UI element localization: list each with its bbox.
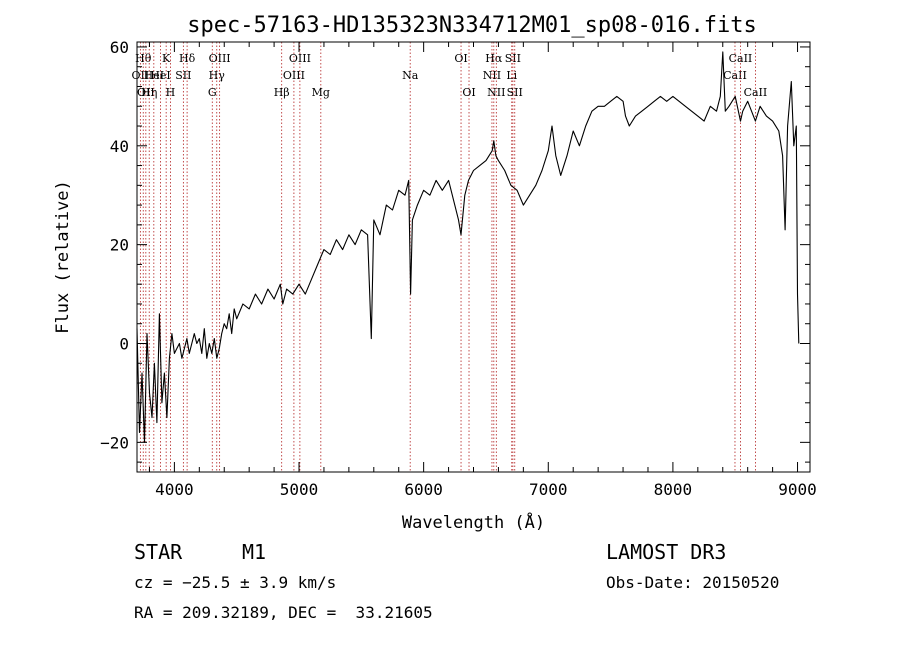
- survey-label: LAMOST DR3: [606, 540, 727, 564]
- line-marker-label: CaII: [723, 69, 747, 82]
- line-marker-label: OIII: [209, 52, 231, 65]
- line-marker-label: OII: [132, 69, 150, 82]
- subclass-label: M1: [242, 540, 267, 564]
- y-tick-label: 0: [119, 334, 129, 353]
- line-marker-label: SII: [175, 69, 191, 82]
- class-label: STAR: [134, 540, 183, 564]
- x-tick-label: 5000: [280, 480, 319, 499]
- y-tick-label: 60: [110, 38, 129, 57]
- line-marker-label: CaII: [744, 86, 768, 99]
- line-marker-label: OI: [454, 52, 467, 65]
- line-marker-label: K: [162, 52, 171, 65]
- line-marker-label: H: [166, 86, 176, 99]
- line-marker-label: Hδ: [179, 52, 196, 65]
- line-marker-label: Hθ: [135, 52, 152, 65]
- plot-frame: [136, 41, 811, 473]
- x-tick-label: 4000: [155, 480, 194, 499]
- line-marker-label: Na: [402, 69, 419, 82]
- chart-title: spec-57163-HD135323N334712M01_sp08-016.f…: [187, 13, 757, 38]
- line-marker-label: CaII: [729, 52, 753, 65]
- line-marker-label: SII: [507, 86, 523, 99]
- x-axis-label: Wavelength (Å): [402, 511, 545, 533]
- line-marker-label: Hβ: [274, 86, 290, 99]
- x-tick-label: 9000: [778, 480, 817, 499]
- spectrum-line: [136, 51, 800, 443]
- redshift-text: cz = −25.5 ± 3.9 km/s: [134, 573, 337, 592]
- obs-date-text: Obs-Date: 20150520: [606, 573, 780, 592]
- spectrum-series: [136, 51, 800, 443]
- line-marker-label: SII: [505, 52, 521, 65]
- line-marker-label: NII: [483, 69, 501, 82]
- line-marker-label: OIII: [283, 69, 305, 82]
- line-marker-label: OIII: [289, 52, 311, 65]
- line-marker-label: Hγ: [209, 69, 226, 82]
- line-marker-label: NII: [487, 86, 505, 99]
- line-marker-label: Hη: [141, 86, 157, 99]
- line-marker-label: OI: [462, 86, 475, 99]
- x-tick-label: 6000: [404, 480, 443, 499]
- y-axis-label: Flux (relative): [53, 180, 73, 334]
- line-marker-label: OII: [137, 86, 155, 99]
- coordinates-text: RA = 209.32189, DEC = 33.21605: [134, 603, 433, 622]
- line-marker-label: Li: [506, 69, 517, 82]
- line-marker-label: HeI: [144, 69, 164, 82]
- line-marker-label: HeI: [150, 69, 170, 82]
- line-markers: OIIHθOIIHηHeIHeIKHSIIHδGHγOIIIHβOIIIOIII…: [132, 42, 768, 472]
- y-tick-label: 20: [110, 236, 129, 255]
- line-marker-label: G: [208, 86, 217, 99]
- y-tick-label: 40: [110, 137, 129, 156]
- x-tick-label: 7000: [529, 480, 568, 499]
- line-marker-label: Mg: [312, 86, 330, 99]
- axis-ticks: 4000 5000 6000 7000 8000 9000 −20 0 20 40 60: [100, 38, 817, 499]
- y-tick-label: −20: [100, 433, 129, 452]
- x-tick-label: 8000: [654, 480, 693, 499]
- line-marker-label: Hα: [485, 52, 503, 65]
